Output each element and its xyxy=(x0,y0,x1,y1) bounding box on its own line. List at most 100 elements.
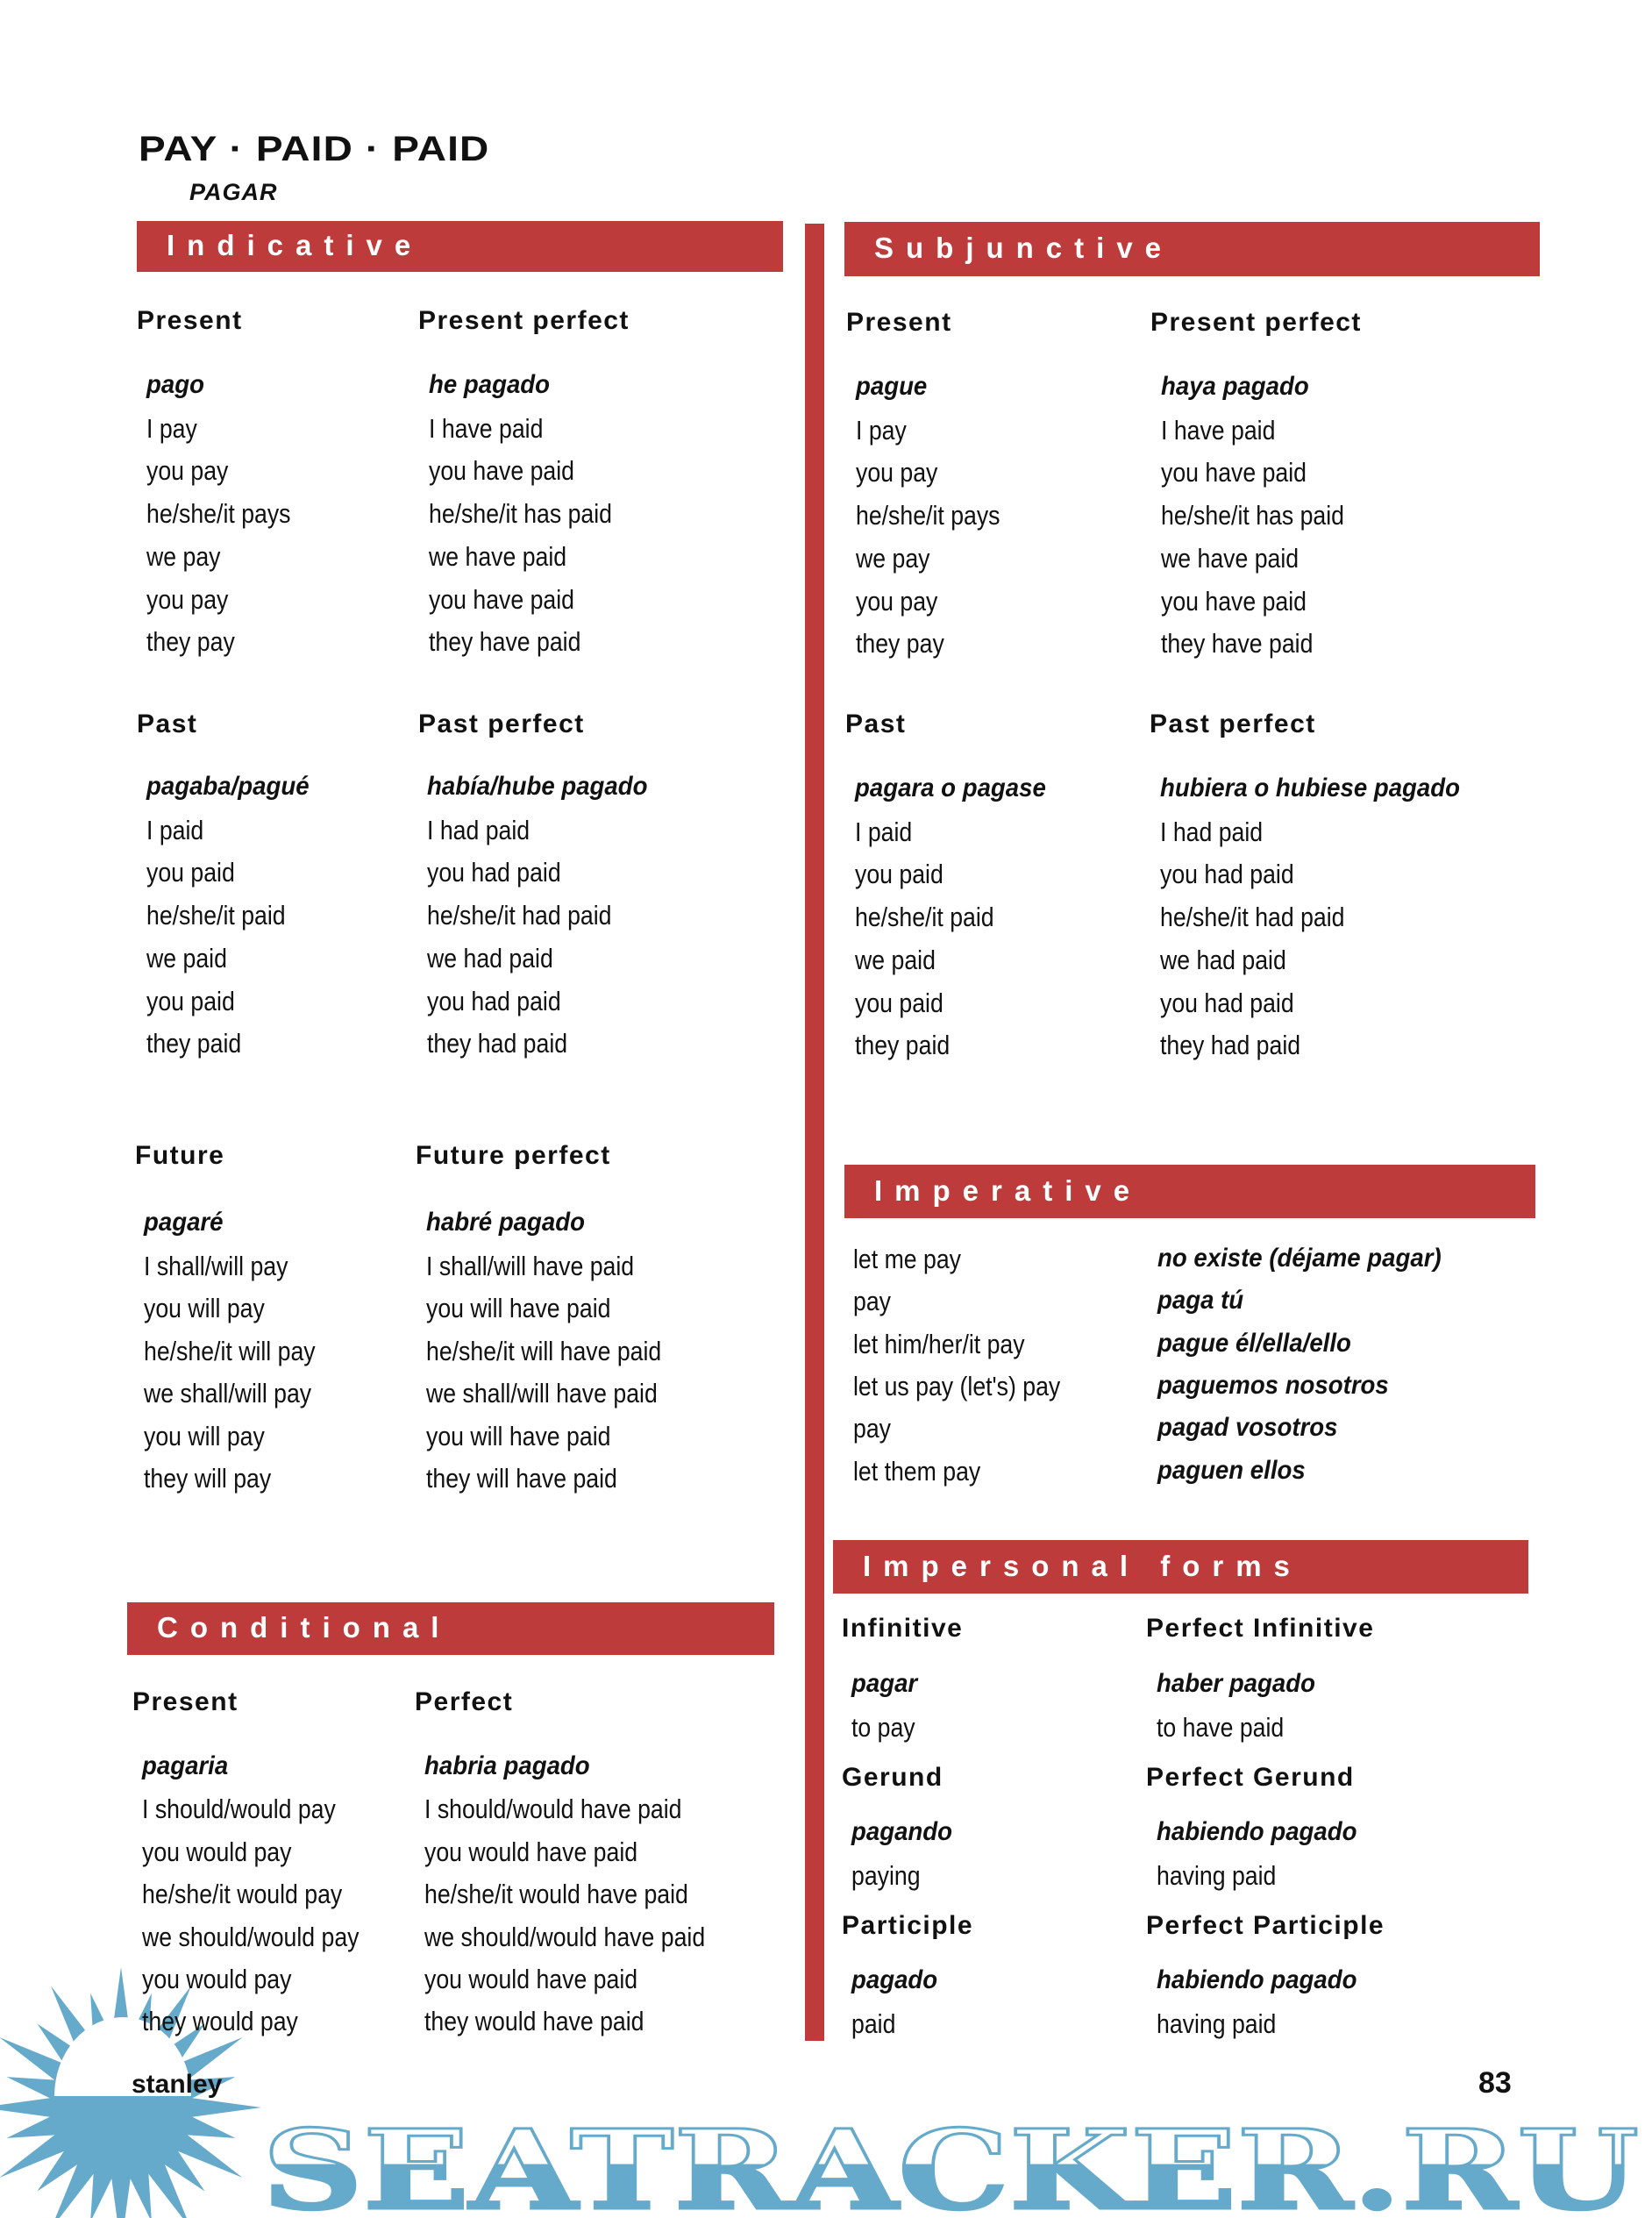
english-form: we paid xyxy=(855,944,936,975)
spanish-form: hubiera o hubiese pagado xyxy=(1160,774,1460,802)
spanish-form: pago xyxy=(146,370,204,399)
tense-heading: Past xyxy=(137,710,198,738)
impersonal-english: paid xyxy=(851,2008,896,2039)
english-form: he/she/it will pay xyxy=(144,1335,316,1366)
publisher-name: stanley xyxy=(132,2070,223,2099)
english-form: you pay xyxy=(146,583,229,615)
english-form: they paid xyxy=(855,1030,951,1061)
subjunctive-label: Subjunctive xyxy=(874,232,1174,265)
spanish-form: habria pagado xyxy=(424,1751,590,1780)
english-form: they would pay xyxy=(142,2006,298,2037)
imperative-spanish: pague él/ella/ello xyxy=(1157,1328,1351,1358)
english-form: you have paid xyxy=(429,583,575,615)
imperative-spanish: pagad vosotros xyxy=(1157,1413,1338,1443)
english-form: we should/would have paid xyxy=(424,1921,706,1952)
english-form: you paid xyxy=(146,985,235,1016)
sunburst-logo xyxy=(0,1967,261,2218)
english-form: they will pay xyxy=(144,1463,272,1494)
english-form: you pay xyxy=(856,457,938,489)
impersonal-spanish: habiendo pagado xyxy=(1157,1965,1357,1994)
impersonal-english: paying xyxy=(851,1860,921,1891)
imperative-english: let us pay (let's) pay xyxy=(853,1370,1061,1401)
english-form: they pay xyxy=(146,626,235,658)
english-form: they have paid xyxy=(1161,628,1314,660)
english-form: I pay xyxy=(146,412,197,444)
english-form: I should/would pay xyxy=(142,1794,336,1825)
english-form: they pay xyxy=(856,628,944,660)
english-form: you paid xyxy=(855,987,943,1018)
conditional-label: Conditional xyxy=(157,1611,452,1644)
english-form: you paid xyxy=(146,857,235,888)
english-form: you would pay xyxy=(142,1836,292,1867)
imperative-english: pay xyxy=(853,1286,891,1317)
spanish-form: pagaria xyxy=(142,1751,229,1780)
tense-heading: Future perfect xyxy=(416,1141,611,1170)
imperative-spanish: paguen ellos xyxy=(1157,1455,1306,1485)
english-form: we have paid xyxy=(1161,542,1300,574)
english-form: I had paid xyxy=(1160,816,1264,847)
english-form: he/she/it pays xyxy=(856,500,1000,531)
english-form: we had paid xyxy=(427,942,553,973)
imperative-english: let him/her/it pay xyxy=(853,1328,1025,1359)
spanish-form: haya pagado xyxy=(1161,372,1309,401)
impersonal-heading: Perfect Participle xyxy=(1146,1911,1385,1940)
imperative-spanish: paguemos nosotros xyxy=(1157,1370,1389,1400)
impersonal-spanish: haber pagado xyxy=(1157,1669,1315,1698)
imperative-english: let them pay xyxy=(853,1455,981,1487)
impersonal-english: having paid xyxy=(1157,2008,1277,2039)
english-form: I have paid xyxy=(429,412,544,444)
spanish-form: pagaba/pagué xyxy=(146,772,310,801)
english-form: they had paid xyxy=(427,1028,568,1059)
tense-heading: Present xyxy=(137,306,243,335)
imperative-spanish: paga tú xyxy=(1157,1286,1244,1316)
indicative-label: Indicative xyxy=(167,229,424,262)
tense-heading: Present xyxy=(846,308,952,337)
tense-heading: Past perfect xyxy=(1150,710,1316,738)
english-form: he/she/it had paid xyxy=(427,900,612,931)
page-number: 83 xyxy=(1478,2066,1512,2100)
watermark: SEATRACKER.RU xyxy=(261,2115,1641,2218)
tense-heading: Past perfect xyxy=(418,710,585,738)
conditional-band: Conditional xyxy=(127,1602,774,1655)
english-form: he/she/it has paid xyxy=(429,498,612,530)
english-form: he/she/it pays xyxy=(146,498,291,530)
spanish-form: habré pagado xyxy=(426,1208,585,1237)
english-form: you would have paid xyxy=(424,1836,638,1867)
english-form: you had paid xyxy=(427,857,561,888)
imperative-band: Imperative xyxy=(844,1165,1535,1218)
english-form: we shall/will pay xyxy=(144,1378,312,1409)
spanish-form: había/hube pagado xyxy=(427,772,648,801)
english-form: we paid xyxy=(146,942,227,973)
english-form: you paid xyxy=(855,859,943,890)
english-form: they would have paid xyxy=(424,2006,644,2037)
impersonal-heading: Participle xyxy=(842,1911,974,1940)
english-form: you have paid xyxy=(1161,585,1307,617)
impersonal-spanish: pagando xyxy=(851,1817,952,1846)
spanish-form: pague xyxy=(856,372,928,401)
english-form: I have paid xyxy=(1161,414,1276,446)
english-form: you will pay xyxy=(144,1293,265,1323)
english-form: he/she/it paid xyxy=(146,900,286,931)
english-form: you have paid xyxy=(1161,457,1307,489)
english-form: I shall/will pay xyxy=(144,1250,288,1281)
tense-heading: Present perfect xyxy=(418,306,630,335)
impersonal-heading: Gerund xyxy=(842,1763,943,1792)
english-form: you will have paid xyxy=(426,1420,611,1451)
english-form: you had paid xyxy=(1160,859,1294,890)
english-form: they paid xyxy=(146,1028,242,1059)
english-form: you pay xyxy=(146,455,229,487)
english-form: we had paid xyxy=(1160,944,1286,975)
impersonal-english: having paid xyxy=(1157,1860,1277,1891)
english-form: I paid xyxy=(146,814,204,845)
spanish-form: pagara o pagase xyxy=(855,774,1046,802)
impersonal-english: to have paid xyxy=(1157,1712,1285,1743)
english-form: you have paid xyxy=(429,455,575,487)
english-form: he/she/it paid xyxy=(855,902,994,933)
watermark-text: SEATRACKER.RU xyxy=(262,2115,1639,2218)
english-form: he/she/it would have paid xyxy=(424,1879,688,1910)
english-form: they had paid xyxy=(1160,1030,1301,1061)
verb-infinitive: PAGAR xyxy=(189,179,278,205)
english-form: we shall/will have paid xyxy=(426,1378,658,1409)
tense-heading: Future xyxy=(135,1141,225,1170)
impersonal-heading: Infinitive xyxy=(842,1614,964,1643)
